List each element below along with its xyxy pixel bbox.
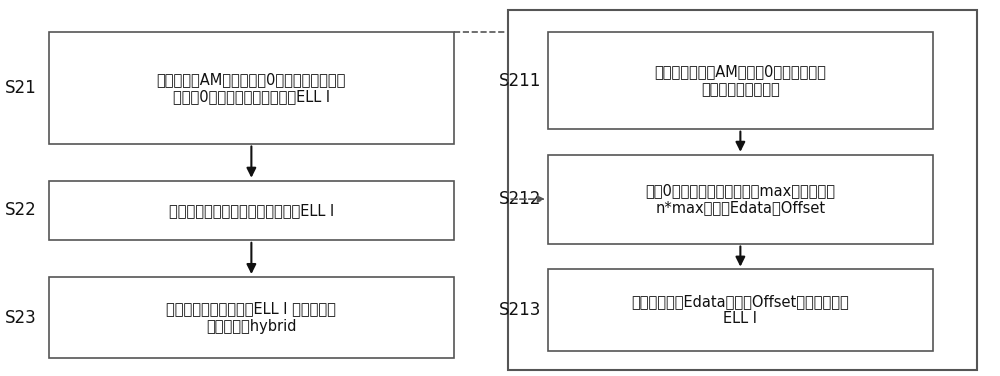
Bar [49, 32, 454, 144]
Text: S213: S213 [499, 301, 541, 319]
Bar [49, 180, 454, 240]
Text: 选取合适的分割点并分割稀疏矩阵ELL I: 选取合适的分割点并分割稀疏矩阵ELL I [169, 203, 334, 218]
Bar [548, 270, 933, 351]
Bar [548, 32, 933, 129]
Bar [49, 277, 454, 358]
Text: 计算出邻接矩阵AM中含非0元素最多的一
行和最少一行的个数: 计算出邻接矩阵AM中含非0元素最多的一 行和最少一行的个数 [654, 64, 826, 97]
Text: 根据所述矩阵Edata和矩阵Offset生成稀疏矩阵
ELL I: 根据所述矩阵Edata和矩阵Offset生成稀疏矩阵 ELL I [632, 294, 849, 326]
Text: 取非0元素最多的一行的个数max，建立两个
n*max的矩阵Edata和Offset: 取非0元素最多的一行的个数max，建立两个 n*max的矩阵Edata和Offs… [645, 183, 835, 215]
Text: S23: S23 [5, 309, 37, 327]
Text: S212: S212 [499, 190, 541, 208]
Text: S22: S22 [5, 201, 37, 219]
Text: 对邻接矩阵AM进行按行去0化处理，只保留其
中的非0元素，并生成稀疏矩阵ELL I: 对邻接矩阵AM进行按行去0化处理，只保留其 中的非0元素，并生成稀疏矩阵ELL … [157, 72, 346, 104]
Text: S211: S211 [499, 71, 541, 89]
Bar [508, 10, 977, 370]
Text: S21: S21 [5, 79, 37, 97]
Bar [548, 155, 933, 244]
Text: 根据分割后的稀疏矩阵ELL I 生成新存储
格式的矩阵hybrid: 根据分割后的稀疏矩阵ELL I 生成新存储 格式的矩阵hybrid [166, 302, 336, 334]
